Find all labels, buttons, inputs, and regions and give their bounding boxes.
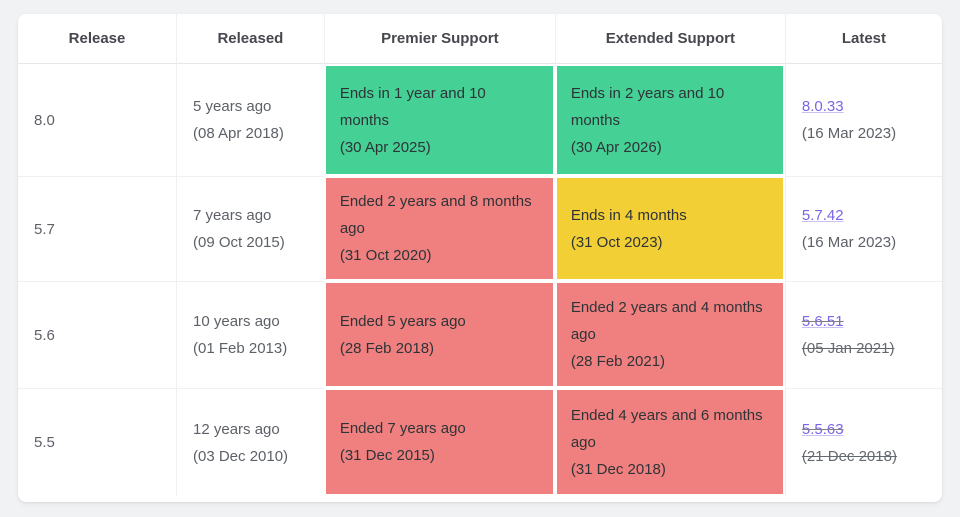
version-wrap: 5.6.51 xyxy=(802,308,926,335)
released-relative: 7 years ago xyxy=(193,207,272,224)
support-date: (30 Apr 2026) xyxy=(570,138,662,156)
released-date: (08 Apr 2018) xyxy=(193,125,284,142)
released-date: (03 Dec 2010) xyxy=(193,447,289,465)
latest-date: (21 Dec 2018) xyxy=(801,447,897,465)
released-cell: 10 years ago (01 Feb 2013) xyxy=(176,281,324,388)
column-header-extended-support: Extended Support xyxy=(554,14,785,64)
released-cell: 7 years ago (09 Oct 2015) xyxy=(176,176,324,281)
latest-cell: 5.5.63 (21 Dec 2018) xyxy=(784,388,942,496)
support-text: Ended 5 years ago xyxy=(339,312,466,330)
extended-support-cell: Ends in 4 months (31 Oct 2023) xyxy=(554,176,785,281)
released-date: (09 Oct 2015) xyxy=(193,234,285,251)
support-date: (31 Dec 2018) xyxy=(570,460,666,478)
released-relative: 10 years ago xyxy=(193,313,280,330)
premier-support-cell: Ended 7 years ago (31 Dec 2015) xyxy=(323,388,555,496)
support-text: Ended 4 years and 6 months ago xyxy=(570,406,763,451)
release-support-table: Release Released Premier Support Extende… xyxy=(18,14,942,496)
version-wrap: 8.0.33 xyxy=(802,93,926,120)
column-header-release: Release xyxy=(18,14,176,64)
premier-support-cell: Ends in 1 year and 10 months (30 Apr 202… xyxy=(323,64,555,176)
support-text: Ended 7 years ago xyxy=(339,420,466,437)
column-header-latest: Latest xyxy=(784,14,942,64)
support-date: (28 Feb 2018) xyxy=(339,339,435,357)
version-link[interactable]: 5.7.42 xyxy=(801,207,844,224)
table-row: 5.6 10 years ago (01 Feb 2013) Ended 5 y… xyxy=(18,281,942,388)
version-link[interactable]: 8.0.33 xyxy=(801,98,844,115)
table-row: 5.5 12 years ago (03 Dec 2010) Ended 7 y… xyxy=(18,388,942,496)
released-cell: 5 years ago (08 Apr 2018) xyxy=(176,64,324,176)
support-date: (30 Apr 2025) xyxy=(339,138,431,156)
header-row: Release Released Premier Support Extende… xyxy=(18,14,942,64)
extended-support-cell: Ends in 2 years and 10 months (30 Apr 20… xyxy=(554,64,785,176)
version-wrap: 5.7.42 xyxy=(802,202,926,229)
column-header-premier-support: Premier Support xyxy=(323,14,555,64)
latest-date: (16 Mar 2023) xyxy=(801,234,897,251)
support-text: Ends in 2 years and 10 months xyxy=(570,84,725,129)
latest-date: (16 Mar 2023) xyxy=(801,125,897,142)
release-cell: 8.0 xyxy=(18,64,176,176)
support-text: Ends in 1 year and 10 months xyxy=(339,84,486,129)
release-cell: 5.6 xyxy=(18,281,176,388)
table-row: 5.7 7 years ago (09 Oct 2015) Ended 2 ye… xyxy=(18,176,942,281)
support-date: (31 Oct 2023) xyxy=(570,233,663,251)
extended-support-cell: Ended 2 years and 4 months ago (28 Feb 2… xyxy=(554,281,785,388)
support-text: Ended 2 years and 8 months ago xyxy=(339,193,532,237)
latest-cell: 5.7.42 (16 Mar 2023) xyxy=(784,176,942,281)
released-date: (01 Feb 2013) xyxy=(193,340,288,357)
support-date: (28 Feb 2021) xyxy=(570,353,666,370)
premier-support-cell: Ended 5 years ago (28 Feb 2018) xyxy=(323,281,555,388)
support-text: Ended 2 years and 4 months ago xyxy=(570,299,763,343)
release-cell: 5.5 xyxy=(18,388,176,496)
support-date: (31 Oct 2020) xyxy=(339,247,432,264)
support-date: (31 Dec 2015) xyxy=(339,447,435,464)
version-link[interactable]: 5.5.63 xyxy=(801,420,844,438)
support-text: Ends in 4 months xyxy=(570,206,687,224)
latest-date: (05 Jan 2021) xyxy=(801,340,895,357)
latest-cell: 8.0.33 (16 Mar 2023) xyxy=(784,64,942,176)
latest-cell: 5.6.51 (05 Jan 2021) xyxy=(784,281,942,388)
version-link[interactable]: 5.6.51 xyxy=(801,313,844,330)
extended-support-cell: Ended 4 years and 6 months ago (31 Dec 2… xyxy=(554,388,785,496)
column-header-released: Released xyxy=(176,14,324,64)
released-relative: 12 years ago xyxy=(193,420,280,438)
release-cell: 5.7 xyxy=(18,176,176,281)
table-row: 8.0 5 years ago (08 Apr 2018) Ends in 1 … xyxy=(18,64,942,176)
eol-table-card: Release Released Premier Support Extende… xyxy=(18,14,942,502)
released-cell: 12 years ago (03 Dec 2010) xyxy=(176,388,324,496)
premier-support-cell: Ended 2 years and 8 months ago (31 Oct 2… xyxy=(323,176,555,281)
version-wrap: 5.5.63 xyxy=(802,416,926,443)
released-relative: 5 years ago xyxy=(193,98,272,115)
